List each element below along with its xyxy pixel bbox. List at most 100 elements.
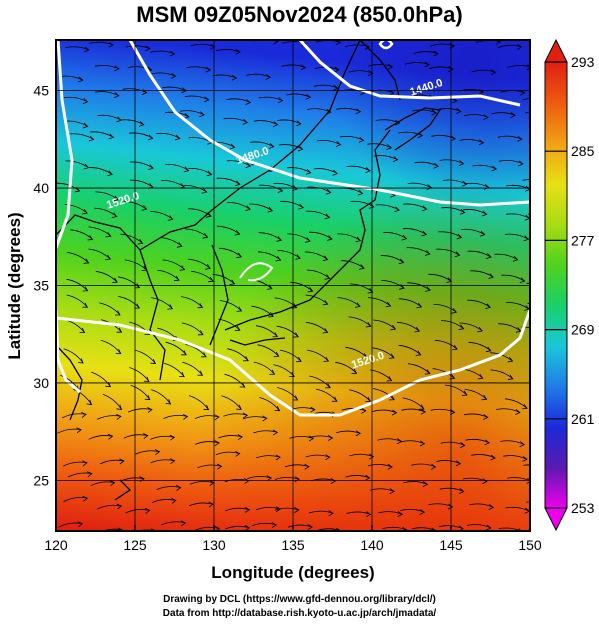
streamline bbox=[463, 114, 489, 118]
streamline bbox=[89, 167, 113, 175]
streamline-arrow bbox=[488, 504, 495, 510]
streamline bbox=[433, 304, 457, 313]
streamline bbox=[368, 64, 393, 68]
streamline bbox=[526, 282, 530, 284]
streamline-arrow bbox=[113, 195, 119, 202]
streamline bbox=[58, 522, 83, 528]
streamline-arrow bbox=[355, 108, 362, 115]
streamline bbox=[194, 441, 220, 445]
streamline-arrow bbox=[107, 433, 114, 440]
streamline-arrow bbox=[87, 471, 93, 478]
streamline-arrow bbox=[205, 66, 211, 73]
streamline-arrow bbox=[169, 458, 176, 465]
streamline-arrow bbox=[229, 279, 236, 285]
streamline-arrow bbox=[137, 239, 144, 245]
streamline bbox=[381, 280, 405, 289]
streamline bbox=[308, 231, 333, 240]
streamline-arrow bbox=[206, 170, 213, 177]
streamline-arrow bbox=[134, 303, 140, 309]
streamline-arrow bbox=[147, 134, 154, 141]
streamline bbox=[118, 296, 140, 309]
streamline bbox=[346, 165, 371, 172]
streamline-arrow bbox=[323, 356, 330, 362]
streamline-arrow bbox=[310, 406, 316, 413]
y-tick-label: 30 bbox=[33, 375, 49, 391]
x-axis-label: Longitude (degrees) bbox=[211, 563, 374, 582]
streamline bbox=[252, 522, 277, 526]
streamline bbox=[524, 111, 530, 114]
streamline bbox=[88, 226, 111, 237]
streamline-arrow bbox=[386, 144, 392, 150]
x-tick-label: 130 bbox=[202, 537, 226, 553]
streamline-arrow bbox=[481, 394, 488, 401]
streamline bbox=[151, 297, 173, 310]
streamline bbox=[411, 527, 436, 531]
streamline-arrow bbox=[324, 213, 331, 220]
streamline-arrow bbox=[490, 69, 497, 76]
streamline bbox=[471, 69, 496, 73]
streamline-arrow bbox=[245, 205, 251, 211]
streamline bbox=[223, 117, 248, 123]
streamline-arrow bbox=[424, 369, 431, 375]
streamline bbox=[226, 160, 251, 167]
streamline-arrow bbox=[364, 44, 370, 50]
streamline bbox=[466, 524, 492, 529]
streamline-arrow bbox=[214, 440, 220, 447]
streamline bbox=[64, 204, 88, 214]
streamline-arrow bbox=[197, 302, 204, 309]
streamline bbox=[437, 231, 462, 238]
streamline bbox=[382, 526, 407, 531]
streamline-arrow bbox=[77, 521, 84, 528]
streamline-arrow bbox=[82, 495, 89, 502]
streamline bbox=[436, 248, 460, 256]
streamline bbox=[97, 114, 122, 121]
streamline-arrow bbox=[267, 206, 274, 213]
streamline bbox=[398, 131, 423, 137]
streamline bbox=[400, 440, 425, 445]
streamline bbox=[307, 349, 329, 362]
streamline-arrow bbox=[234, 180, 241, 187]
streamline-arrow bbox=[415, 350, 422, 356]
streamline bbox=[279, 144, 303, 150]
streamline-arrow bbox=[276, 236, 283, 242]
streamline-arrow bbox=[417, 132, 424, 139]
streamline-arrow bbox=[147, 407, 153, 413]
streamline-arrow bbox=[322, 328, 329, 334]
streamline bbox=[504, 233, 529, 240]
streamline-arrow bbox=[519, 277, 526, 283]
streamline-arrow bbox=[167, 304, 174, 310]
streamline bbox=[150, 435, 175, 440]
streamline-arrow bbox=[208, 276, 214, 283]
streamline-arrow bbox=[447, 503, 454, 510]
streamline bbox=[88, 248, 111, 260]
streamline-arrow bbox=[114, 92, 120, 99]
streamline-arrow bbox=[483, 414, 489, 420]
streamline bbox=[430, 408, 455, 413]
colorbar-tick-label: 285 bbox=[571, 143, 595, 159]
streamline bbox=[383, 232, 407, 240]
streamline-arrow bbox=[491, 165, 498, 172]
streamline-arrow bbox=[368, 70, 374, 76]
x-tick-label: 120 bbox=[44, 537, 68, 553]
streamline-arrow bbox=[82, 286, 89, 292]
streamline bbox=[380, 255, 404, 263]
streamline bbox=[256, 507, 281, 511]
streamline bbox=[259, 184, 283, 192]
streamline bbox=[242, 416, 267, 420]
streamline bbox=[522, 179, 530, 181]
streamline bbox=[494, 253, 518, 261]
streamline bbox=[430, 43, 455, 47]
streamline-arrow bbox=[331, 396, 338, 402]
streamline-arrow bbox=[294, 476, 300, 483]
streamline-arrow bbox=[328, 510, 334, 517]
streamline bbox=[70, 229, 93, 240]
streamline-arrow bbox=[419, 508, 426, 515]
streamline-arrow bbox=[105, 381, 112, 388]
streamline bbox=[89, 131, 114, 138]
streamline-arrow bbox=[325, 454, 331, 461]
streamline-arrow bbox=[205, 264, 211, 270]
streamline bbox=[348, 316, 371, 327]
streamline-arrow bbox=[292, 395, 299, 401]
streamline-arrow bbox=[485, 303, 491, 309]
streamline bbox=[150, 50, 175, 55]
